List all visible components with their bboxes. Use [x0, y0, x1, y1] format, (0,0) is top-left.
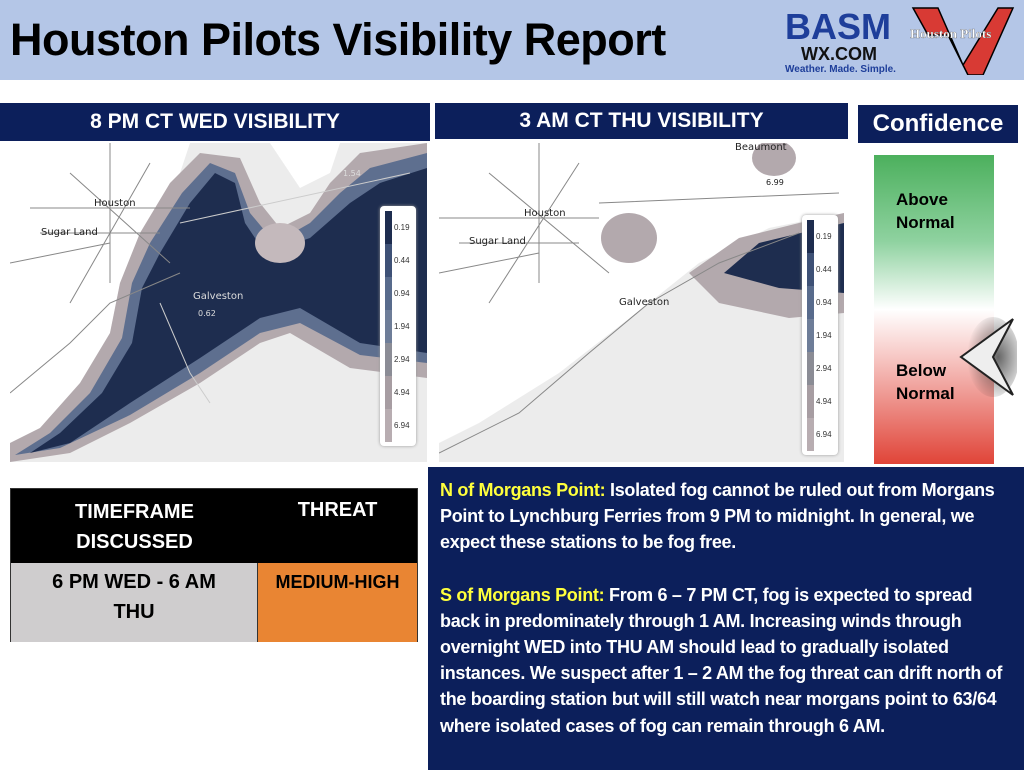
threat-value: MEDIUM-HIGH	[258, 563, 417, 642]
below-normal-label: Below Normal	[896, 361, 955, 403]
legend-swatch	[385, 244, 392, 277]
timeframe-header: TIMEFRAME DISCUSSED	[11, 489, 258, 563]
legend-label: 4.94	[394, 388, 410, 397]
legend-label: 2.94	[816, 364, 832, 373]
header-band: Houston Pilots Visibility Report BASM WX…	[0, 0, 1024, 80]
forecast-discussion: N of Morgans Point: Isolated fog cannot …	[428, 467, 1024, 770]
page-title: Houston Pilots Visibility Report	[10, 14, 666, 65]
point-value: 0.62	[198, 309, 216, 318]
legend-label: 6.94	[394, 421, 410, 430]
point-value: 6.99	[766, 178, 784, 187]
legend-label: 1.94	[394, 322, 410, 331]
discussion-text: From 6 – 7 PM CT, fog is expected to spr…	[440, 584, 1003, 736]
legend-label: 1.94	[816, 331, 832, 340]
legend-swatch	[385, 211, 392, 244]
svg-text:WX.COM: WX.COM	[801, 44, 877, 64]
discussion-north: N of Morgans Point: Isolated fog cannot …	[440, 477, 1014, 556]
legend-label: 0.94	[394, 289, 410, 298]
timeframe-value: 6 PM WED - 6 AM THU	[11, 563, 258, 642]
confidence-title: Confidence	[858, 105, 1018, 143]
threat-header: THREAT	[258, 489, 417, 563]
legend-swatch	[807, 319, 814, 352]
discussion-label: S of Morgans Point:	[440, 584, 605, 605]
legend-label: 2.94	[394, 355, 410, 364]
legend-label: 4.94	[816, 397, 832, 406]
legend-swatch	[807, 418, 814, 451]
legend-swatch	[807, 286, 814, 319]
threat-table: TIMEFRAME DISCUSSED THREAT 6 PM WED - 6 …	[10, 488, 418, 642]
city-label: Beaumont	[735, 143, 787, 153]
discussion-label: N of Morgans Point:	[440, 480, 606, 500]
discussion-text: Isolated fog cannot be ruled out from Mo…	[440, 480, 995, 553]
logo-text: BASM	[785, 6, 891, 47]
legend-swatch	[385, 310, 392, 343]
visibility-legend: 0.19 0.44 0.94 1.94 2.94 4.94 6.94	[802, 215, 838, 455]
map1-title: 8 PM CT WED VISIBILITY	[0, 103, 430, 141]
legend-swatch	[385, 409, 392, 442]
legend-swatch	[385, 376, 392, 409]
discussion-south: S of Morgans Point: From 6 – 7 PM CT, fo…	[440, 582, 1014, 739]
point-value: 1.54	[343, 169, 361, 178]
visibility-map-8pm-wed: Houston Sugar Land Galveston 0.62 1.54 0…	[10, 143, 427, 462]
legend-swatch	[807, 220, 814, 253]
svg-text:Houston Pilots: Houston Pilots	[910, 26, 991, 41]
legend-label: 0.44	[816, 265, 832, 274]
confidence-scale: Above Normal Below Normal	[874, 155, 994, 464]
legend-swatch	[385, 277, 392, 310]
city-label: Sugar Land	[41, 227, 98, 238]
city-label: Galveston	[619, 297, 669, 308]
legend-label: 0.44	[394, 256, 410, 265]
legend-swatch	[807, 385, 814, 418]
city-label: Sugar Land	[469, 236, 526, 247]
legend-swatch	[807, 253, 814, 286]
confidence-pointer-arrow-icon	[959, 317, 1017, 397]
visibility-map-3am-thu: Houston Sugar Land Galveston Beaumont 6.…	[439, 143, 844, 462]
legend-swatch	[385, 343, 392, 376]
legend-label: 0.19	[394, 223, 410, 232]
svg-text:Weather. Made. Simple.: Weather. Made. Simple.	[785, 64, 896, 75]
legend-label: 0.19	[816, 232, 832, 241]
visibility-legend: 0.19 0.44 0.94 1.94 2.94 4.94 6.94	[380, 206, 416, 446]
city-label: Houston	[524, 208, 566, 219]
above-normal-label: Above Normal	[896, 190, 955, 232]
map2-title: 3 AM CT THU VISIBILITY	[435, 103, 848, 139]
city-label: Houston	[94, 198, 136, 209]
basm-wx-logo: BASM WX.COM Weather. Made. Simple.	[785, 6, 896, 75]
legend-swatch	[807, 352, 814, 385]
city-label: Galveston	[193, 291, 243, 302]
houston-pilots-logo: Houston Pilots	[910, 7, 1015, 75]
legend-label: 0.94	[816, 298, 832, 307]
legend-label: 6.94	[816, 430, 832, 439]
